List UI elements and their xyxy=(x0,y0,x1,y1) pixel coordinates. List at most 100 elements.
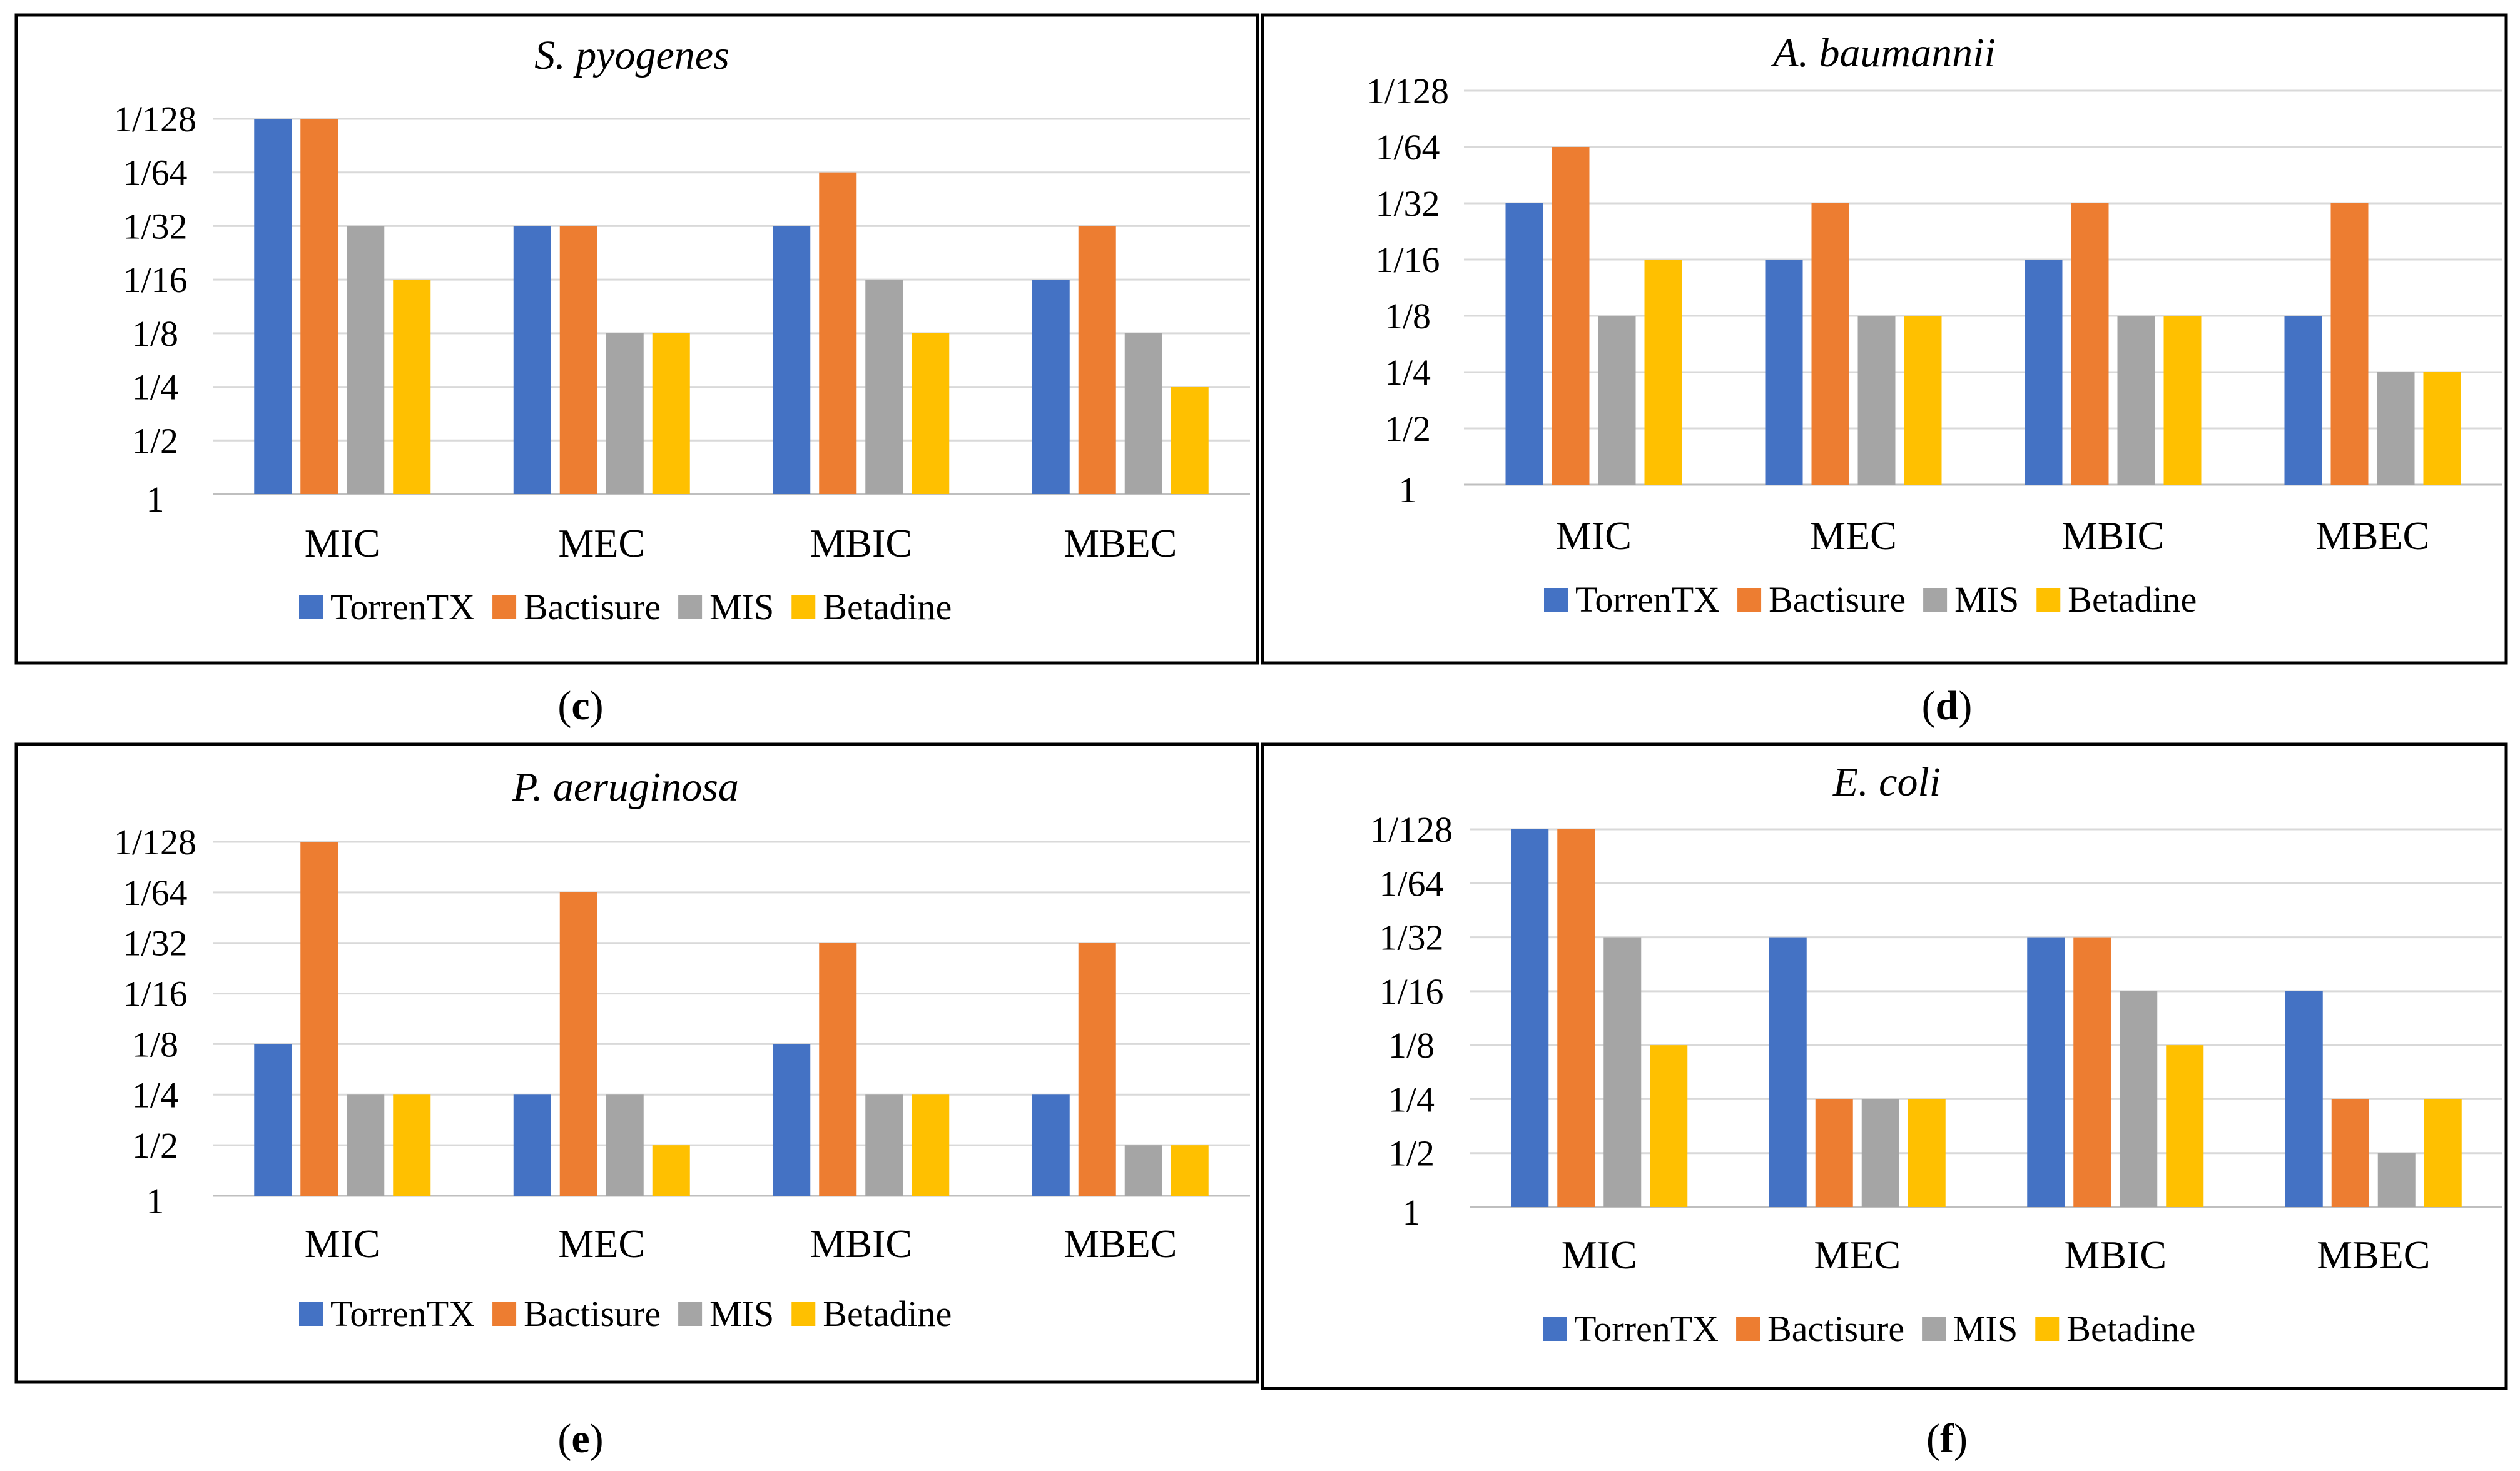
bar-torrentx-mic xyxy=(254,119,292,494)
category-label: MBIC xyxy=(2062,513,2165,558)
legend-swatch-bactisure xyxy=(1736,1317,1760,1341)
category-label: MBEC xyxy=(1064,1221,1177,1266)
bar-betadine-mbic xyxy=(912,1094,950,1196)
category-label: MIC xyxy=(1556,513,1632,558)
bar-bactisure-mbic xyxy=(819,172,857,494)
y-tick-label: 1/2 xyxy=(1384,408,1431,449)
legend-label-betadine: Betadine xyxy=(823,1293,952,1334)
bar-mis-mic xyxy=(1603,937,1642,1207)
bar-torrentx-mic xyxy=(1505,203,1543,485)
y-tick-label: 1/128 xyxy=(1366,71,1449,111)
bar-mis-mbec xyxy=(1124,1145,1162,1196)
plot-area-f: 1 1/2 1/4 1/8 1/16 1/32 1/64 1/128 MIC MEC MBIC MBE… xyxy=(1370,809,2502,1349)
y-tick-label: 1/128 xyxy=(1370,809,1453,850)
bar-betadine-mic xyxy=(1650,1045,1688,1207)
bar-bactisure-mic xyxy=(300,842,338,1196)
chart-panel-c: S. pyogenes 1 1/2 1/4 1/8 1/16 1/32 1/64 1/128 M… xyxy=(14,13,1259,665)
legend-swatch-betadine xyxy=(791,1302,816,1326)
legend-swatch-bactisure xyxy=(492,1302,517,1326)
caption-c: (c) xyxy=(557,683,603,729)
bar-mis-mec xyxy=(1861,1099,1899,1207)
category-label: MEC xyxy=(1810,513,1897,558)
bar-torrentx-mbic xyxy=(773,1044,811,1196)
bar-betadine-mbic xyxy=(2166,1045,2204,1207)
bar-torrentx-mec xyxy=(1765,260,1803,485)
bar-betadine-mbic xyxy=(912,333,950,494)
legend-swatch-torrentx xyxy=(1543,1317,1567,1341)
bar-mis-mbic xyxy=(2120,991,2158,1207)
bar-betadine-mic xyxy=(393,1094,431,1196)
bar-mis-mic xyxy=(347,1094,385,1196)
bar-mis-mec xyxy=(1857,316,1896,485)
bar-torrentx-mec xyxy=(513,1094,551,1196)
bar-betadine-mec xyxy=(652,333,690,494)
legend-swatch-mis xyxy=(678,595,703,619)
y-tick-label: 1/16 xyxy=(1375,240,1440,280)
y-tick-label: 1 xyxy=(1399,470,1417,510)
bar-bactisure-mbec xyxy=(2330,203,2369,485)
bar-bactisure-mbic xyxy=(819,943,857,1196)
bar-torrentx-mbec xyxy=(2285,991,2323,1207)
bar-mis-mec xyxy=(606,1094,644,1196)
legend-label-bactisure: Bactisure xyxy=(1769,579,1906,620)
legend-swatch-torrentx xyxy=(299,1302,323,1326)
y-tick-label: 1/2 xyxy=(132,420,178,461)
legend-label-mis: MIS xyxy=(709,1293,774,1334)
legend-label-betadine: Betadine xyxy=(2068,579,2197,620)
bar-torrentx-mic xyxy=(1511,829,1549,1207)
bar-betadine-mbec xyxy=(1171,1145,1209,1196)
category-label: MBIC xyxy=(2064,1233,2167,1277)
bar-bactisure-mbec xyxy=(2331,1099,2369,1207)
legend-swatch-torrentx xyxy=(299,595,323,619)
y-tick-label: 1/32 xyxy=(1375,183,1440,224)
bar-bactisure-mbec xyxy=(1078,943,1116,1196)
plot-area-e: 1 1/2 1/4 1/8 1/16 1/32 1/64 1/128 MIC MEC MBIC MBE… xyxy=(114,822,1250,1334)
legend-swatch-mis xyxy=(678,1302,703,1326)
panel-e-frame xyxy=(14,742,1259,1384)
bar-mis-mec xyxy=(606,333,644,494)
y-tick-label: 1 xyxy=(146,479,165,520)
category-label: MIC xyxy=(305,521,380,565)
y-tick-label: 1/8 xyxy=(1388,1025,1435,1066)
y-tick-label: 1/64 xyxy=(123,872,187,913)
category-label: MIC xyxy=(1562,1233,1637,1277)
y-tick-label: 1/64 xyxy=(1375,127,1440,168)
bar-betadine-mbec xyxy=(1171,387,1209,494)
y-tick-label: 1/8 xyxy=(1384,296,1431,336)
legend-label-torrentx: TorrenTX xyxy=(330,587,475,627)
y-tick-label: 1/32 xyxy=(123,923,187,964)
y-tick-label: 1/16 xyxy=(1379,971,1443,1012)
y-tick-label: 1/16 xyxy=(123,974,187,1014)
bar-betadine-mec xyxy=(1908,1099,1946,1207)
category-label: MIC xyxy=(305,1221,380,1266)
bar-betadine-mec xyxy=(652,1145,690,1196)
bar-bactisure-mbic xyxy=(2071,203,2109,485)
bar-bactisure-mbec xyxy=(1078,226,1116,494)
bar-mis-mbec xyxy=(2377,372,2415,485)
category-label: MBIC xyxy=(810,521,912,565)
bar-torrentx-mbec xyxy=(1032,280,1070,494)
y-tick-label: 1/8 xyxy=(132,1024,178,1064)
y-tick-label: 1/16 xyxy=(123,260,187,300)
y-tick-label: 1 xyxy=(1403,1192,1421,1233)
legend-label-betadine: Betadine xyxy=(2066,1308,2195,1349)
bar-betadine-mic xyxy=(1644,260,1682,485)
bar-betadine-mbec xyxy=(2424,1099,2462,1207)
y-tick-label: 1/64 xyxy=(1379,863,1443,904)
legend-swatch-betadine xyxy=(2036,588,2061,612)
bar-bactisure-mic xyxy=(300,119,338,494)
bar-betadine-mbic xyxy=(2163,316,2202,485)
chart-title-c: S. pyogenes xyxy=(534,33,729,78)
legend-label-mis: MIS xyxy=(1953,1308,2018,1349)
category-label: MBEC xyxy=(1064,521,1177,565)
chart-panel-f: E. coli 1 1/2 1/4 1/8 1/16 1/32 1/64 1/128 MIC ME… xyxy=(1261,742,2508,1390)
chart-title-d: A. baumannii xyxy=(1771,30,1996,76)
category-label: MEC xyxy=(558,521,645,565)
legend-swatch-betadine xyxy=(2035,1317,2060,1341)
y-tick-label: 1/2 xyxy=(1388,1133,1435,1174)
bar-mis-mbic xyxy=(865,1094,903,1196)
chart-panel-e: P. aeruginosa 1 1/2 1/4 1/8 1/16 1/32 1/64 1/12… xyxy=(14,742,1259,1384)
y-tick-label: 1 xyxy=(146,1181,165,1221)
bar-torrentx-mic xyxy=(254,1044,292,1196)
bar-bactisure-mbic xyxy=(2073,937,2111,1207)
